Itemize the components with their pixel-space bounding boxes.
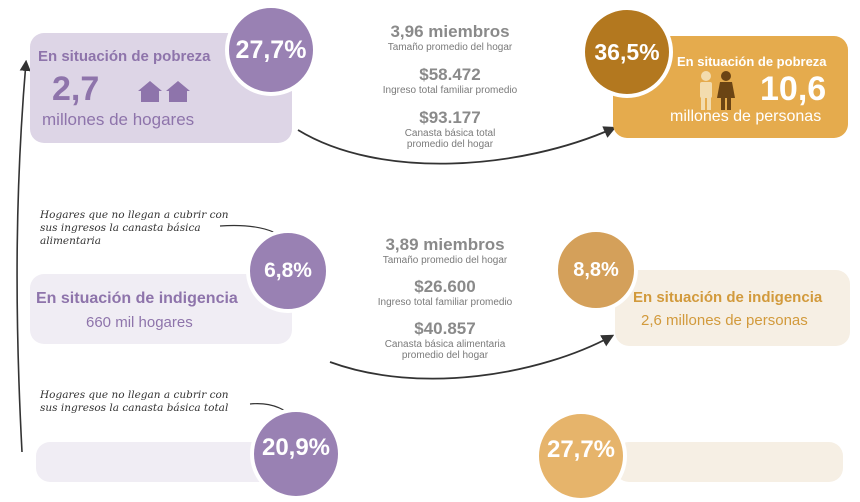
personas-indigencia-box — [615, 270, 850, 346]
middle-canasta-value: $40.857 — [414, 319, 476, 338]
middle-curved-arrow — [329, 334, 615, 380]
personas-indigencia-title: En situación de indigencia — [633, 289, 823, 306]
bottom-personas-box — [615, 442, 843, 482]
personas-pobreza-unit: millones de personas — [670, 108, 822, 125]
hogares-pobreza-percent: 27,7% — [225, 4, 317, 96]
top-ingreso-value: $58.472 — [419, 65, 481, 84]
hogares-indigencia-title: En situación de indigencia — [36, 290, 238, 307]
connector-arrows — [16, 59, 617, 452]
top-curved-arrow — [297, 126, 617, 165]
middle-canasta-label: Canasta básica alimentaria — [384, 339, 506, 350]
top-canasta-label2: promedio del hogar — [406, 139, 494, 150]
houses-icon — [136, 79, 196, 103]
middle-stats: 3,89 miembros Tamaño promedio del hogar … — [340, 235, 550, 361]
hogares-pobreza-unit: millones de hogares — [42, 110, 195, 129]
top-stats: 3,96 miembros Tamaño promedio del hogar … — [350, 22, 550, 150]
middle-miembros-value: 3,89 miembros — [385, 235, 505, 254]
bottom-hogares-box — [36, 442, 276, 482]
left-vertical-arrow — [16, 59, 31, 452]
personas-indigencia-unit: 2,6 millones de personas — [641, 312, 808, 329]
middle-miembros-label: Tamaño promedio del hogar — [382, 255, 508, 266]
hogares-pobreza-title: En situación de pobreza — [38, 48, 211, 65]
hogares-indigencia-unit: 660 mil hogares — [86, 314, 193, 331]
middle-ingreso-label: Ingreso total familiar promedio — [377, 297, 513, 308]
hogares-pobreza-value: 2,7 — [52, 70, 100, 108]
bottom-hogares-percent: 20,9% — [250, 408, 342, 500]
people-icon — [697, 70, 737, 110]
personas-pobreza-value: 10,6 — [760, 70, 827, 108]
hogares-indigencia-percent: 6,8% — [246, 229, 330, 313]
middle-canasta-label2: promedio del hogar — [401, 350, 489, 361]
personas-indigencia-percent: 8,8% — [554, 228, 638, 312]
note-pobreza: Hogares que no llegan a cubrir con sus i… — [40, 389, 229, 414]
top-miembros-label: Tamaño promedio del hogar — [387, 42, 513, 53]
top-miembros-value: 3,96 miembros — [390, 22, 510, 41]
middle-ingreso-value: $26.600 — [414, 277, 476, 296]
bottom-personas-percent: 27,7% — [535, 410, 627, 502]
personas-pobreza-percent: 36,5% — [581, 6, 673, 98]
top-canasta-label: Canasta básica total — [404, 128, 496, 139]
personas-pobreza-title: En situación de pobreza — [677, 54, 827, 69]
top-canasta-value: $93.177 — [419, 108, 481, 127]
top-ingreso-label: Ingreso total familiar promedio — [382, 85, 518, 96]
note-indigencia: Hogares que no llegan a cubrir con sus i… — [40, 209, 229, 247]
